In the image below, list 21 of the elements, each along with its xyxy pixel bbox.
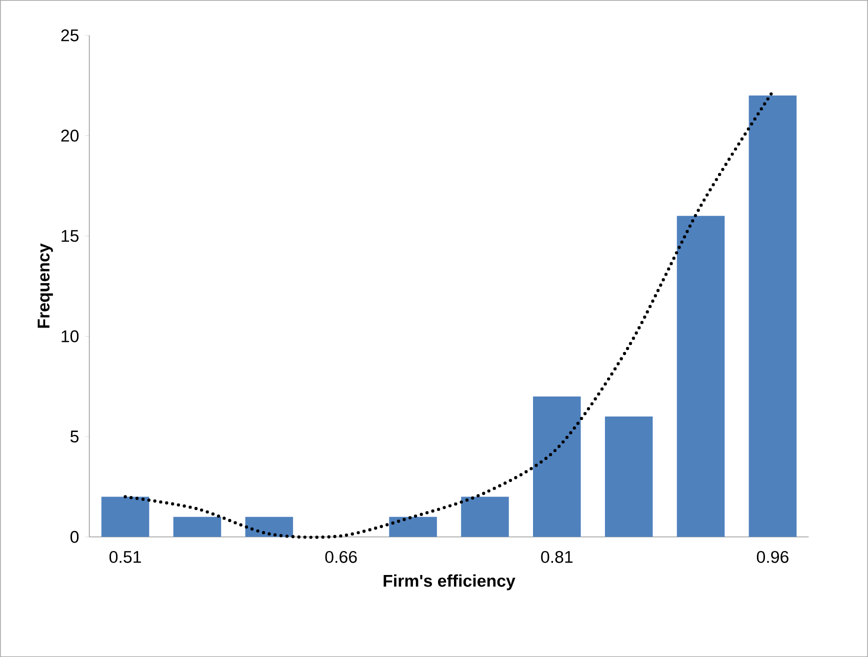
x-tick-label: 0.96	[756, 550, 788, 563]
y-tick-label: 15	[62, 230, 79, 242]
y-tick-label: 25	[61, 29, 79, 42]
y-axis-title: Frequency	[38, 243, 53, 328]
bar	[461, 496, 509, 537]
bar	[173, 516, 222, 537]
y-tick-label: 0	[70, 530, 79, 543]
x-tick-label: 0.66	[325, 550, 357, 563]
y-tick-label: 10	[62, 330, 79, 342]
bar	[533, 396, 581, 537]
x-tick-label: 0.81	[541, 550, 573, 563]
bar	[748, 95, 797, 537]
x-axis-title: Firm's efficiency	[384, 574, 516, 590]
bar	[245, 516, 294, 537]
y-tick-label: 5	[70, 430, 79, 442]
x-tick-label: 0.51	[109, 550, 141, 563]
bar	[604, 416, 653, 537]
bar	[389, 516, 437, 537]
bar	[676, 216, 725, 537]
y-tick-label: 20	[61, 130, 79, 142]
bar	[101, 496, 150, 537]
